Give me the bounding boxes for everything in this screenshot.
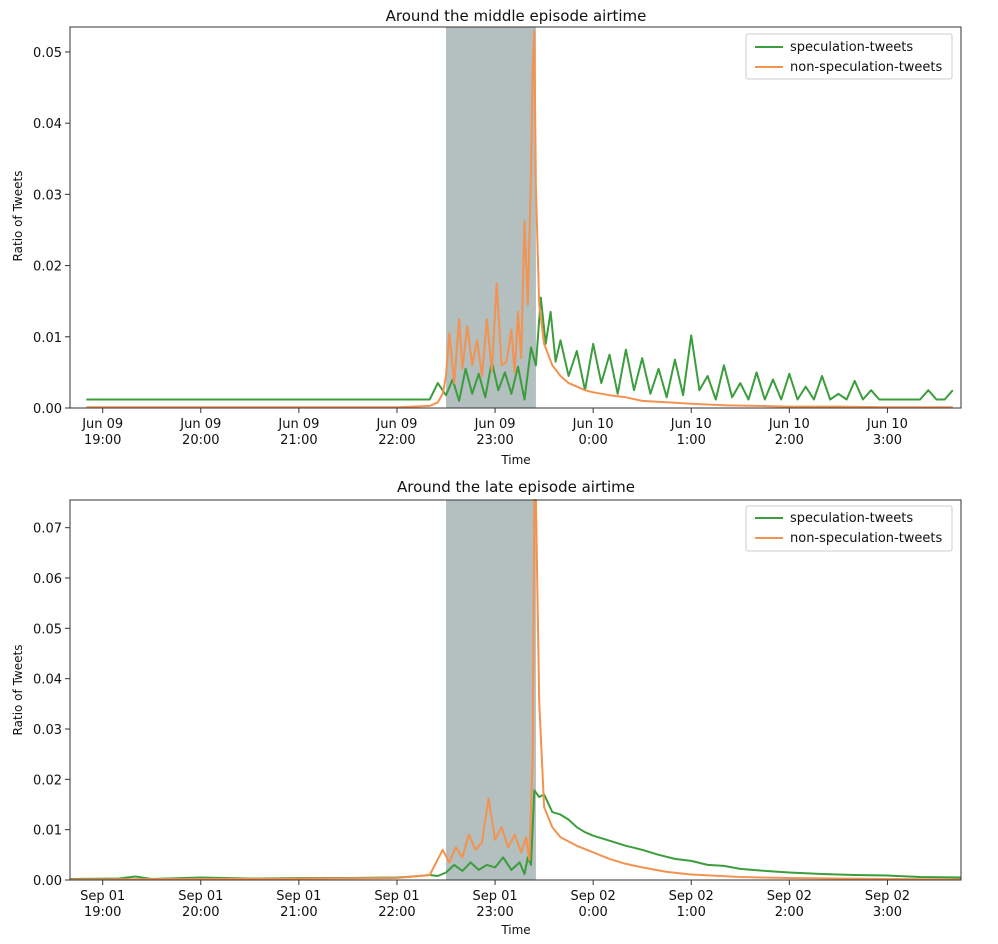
plot-frame bbox=[69, 26, 962, 409]
x-tick-label-time: 0:00 bbox=[579, 433, 608, 448]
x-tick-label-time: 2:00 bbox=[775, 433, 804, 448]
x-tick-label-date: Jun 09 bbox=[179, 417, 221, 432]
x-tick-label-date: Sep 01 bbox=[80, 889, 125, 904]
x-tick-label-time: 2:00 bbox=[775, 905, 804, 920]
x-tick-label-date: Sep 02 bbox=[571, 889, 616, 904]
legend: speculation-tweets non-speculation-tweet… bbox=[745, 505, 953, 552]
legend-label-non-speculation: non-speculation-tweets bbox=[790, 60, 943, 75]
x-tick-label-time: 20:00 bbox=[182, 433, 219, 448]
x-tick-label-date: Jun 10 bbox=[670, 417, 712, 432]
y-tick-label: 0.07 bbox=[33, 522, 62, 537]
legend-label-speculation: speculation-tweets bbox=[790, 40, 913, 55]
x-tick-label-date: Jun 09 bbox=[81, 417, 123, 432]
x-tick-label-date: Jun 10 bbox=[572, 417, 614, 432]
chart-title: Around the middle episode airtime bbox=[386, 7, 647, 25]
x-tick-label-date: Sep 01 bbox=[178, 889, 223, 904]
y-tick-label: 0.03 bbox=[33, 723, 62, 738]
x-tick-label-date: Sep 02 bbox=[669, 889, 714, 904]
y-tick-label: 0.02 bbox=[33, 773, 62, 788]
legend-label-non-speculation: non-speculation-tweets bbox=[790, 531, 943, 546]
x-tick-label-time: 19:00 bbox=[84, 433, 121, 448]
x-axis-label: Time bbox=[500, 923, 530, 937]
plot-frame bbox=[69, 499, 962, 881]
chart-title: Around the late episode airtime bbox=[397, 478, 635, 496]
x-tick-label-time: 22:00 bbox=[378, 433, 415, 448]
x-axis-label: Time bbox=[500, 453, 530, 467]
airtime-band bbox=[446, 500, 536, 880]
x-tick-label-time: 21:00 bbox=[280, 905, 317, 920]
legend-label-speculation: speculation-tweets bbox=[790, 511, 913, 526]
x-tick-label-date: Sep 02 bbox=[767, 889, 812, 904]
x-tick-label-date: Jun 09 bbox=[277, 417, 319, 432]
x-tick-label-time: 22:00 bbox=[378, 905, 415, 920]
legend: speculation-tweets non-speculation-tweet… bbox=[745, 33, 953, 80]
x-tick-label-time: 3:00 bbox=[873, 433, 902, 448]
y-tick-label: 0.01 bbox=[33, 331, 62, 346]
x-tick-label-time: 1:00 bbox=[677, 433, 706, 448]
x-tick-label-date: Jun 10 bbox=[866, 417, 908, 432]
x-tick-label-time: 20:00 bbox=[182, 905, 219, 920]
x-tick-label-time: 23:00 bbox=[476, 433, 513, 448]
x-tick-label-date: Sep 02 bbox=[865, 889, 910, 904]
y-tick-label: 0.04 bbox=[33, 117, 62, 132]
x-tick-label-time: 23:00 bbox=[476, 905, 513, 920]
x-tick-label-date: Jun 09 bbox=[474, 417, 516, 432]
chart-late-episode: Around the late episode airtime Time Rat… bbox=[11, 478, 962, 937]
x-tick-label-time: 3:00 bbox=[873, 905, 902, 920]
x-tick-label-date: Sep 01 bbox=[276, 889, 321, 904]
x-tick-label-date: Jun 09 bbox=[375, 417, 417, 432]
x-tick-label-time: 1:00 bbox=[677, 905, 706, 920]
y-axis-label: Ratio of Tweets bbox=[11, 645, 25, 736]
y-tick-label: 0.05 bbox=[33, 46, 62, 61]
x-tick-label-date: Sep 01 bbox=[374, 889, 419, 904]
y-tick-label: 0.04 bbox=[33, 673, 62, 688]
series-line-non-speculation bbox=[69, 499, 962, 881]
x-tick-label-time: 21:00 bbox=[280, 433, 317, 448]
series-line-non-speculation bbox=[86, 29, 953, 409]
y-axis-label: Ratio of Tweets bbox=[11, 171, 25, 262]
y-tick-label: 0.05 bbox=[33, 622, 62, 637]
x-tick-label-date: Sep 01 bbox=[472, 889, 517, 904]
legend-box bbox=[745, 33, 953, 80]
y-tick-label: 0.03 bbox=[33, 188, 62, 203]
y-tick-label: 0.02 bbox=[33, 260, 62, 275]
legend-box bbox=[745, 505, 953, 552]
y-tick-label: 0.00 bbox=[33, 402, 62, 417]
y-tick-label: 0.00 bbox=[33, 874, 62, 889]
y-tick-label: 0.06 bbox=[33, 572, 62, 587]
x-tick-label-time: 0:00 bbox=[579, 905, 608, 920]
y-tick-label: 0.01 bbox=[33, 824, 62, 839]
x-tick-label-time: 19:00 bbox=[84, 905, 121, 920]
airtime-band bbox=[446, 27, 536, 408]
x-tick-label-date: Jun 10 bbox=[768, 417, 810, 432]
chart-middle-episode: Around the middle episode airtime Time R… bbox=[11, 7, 962, 467]
